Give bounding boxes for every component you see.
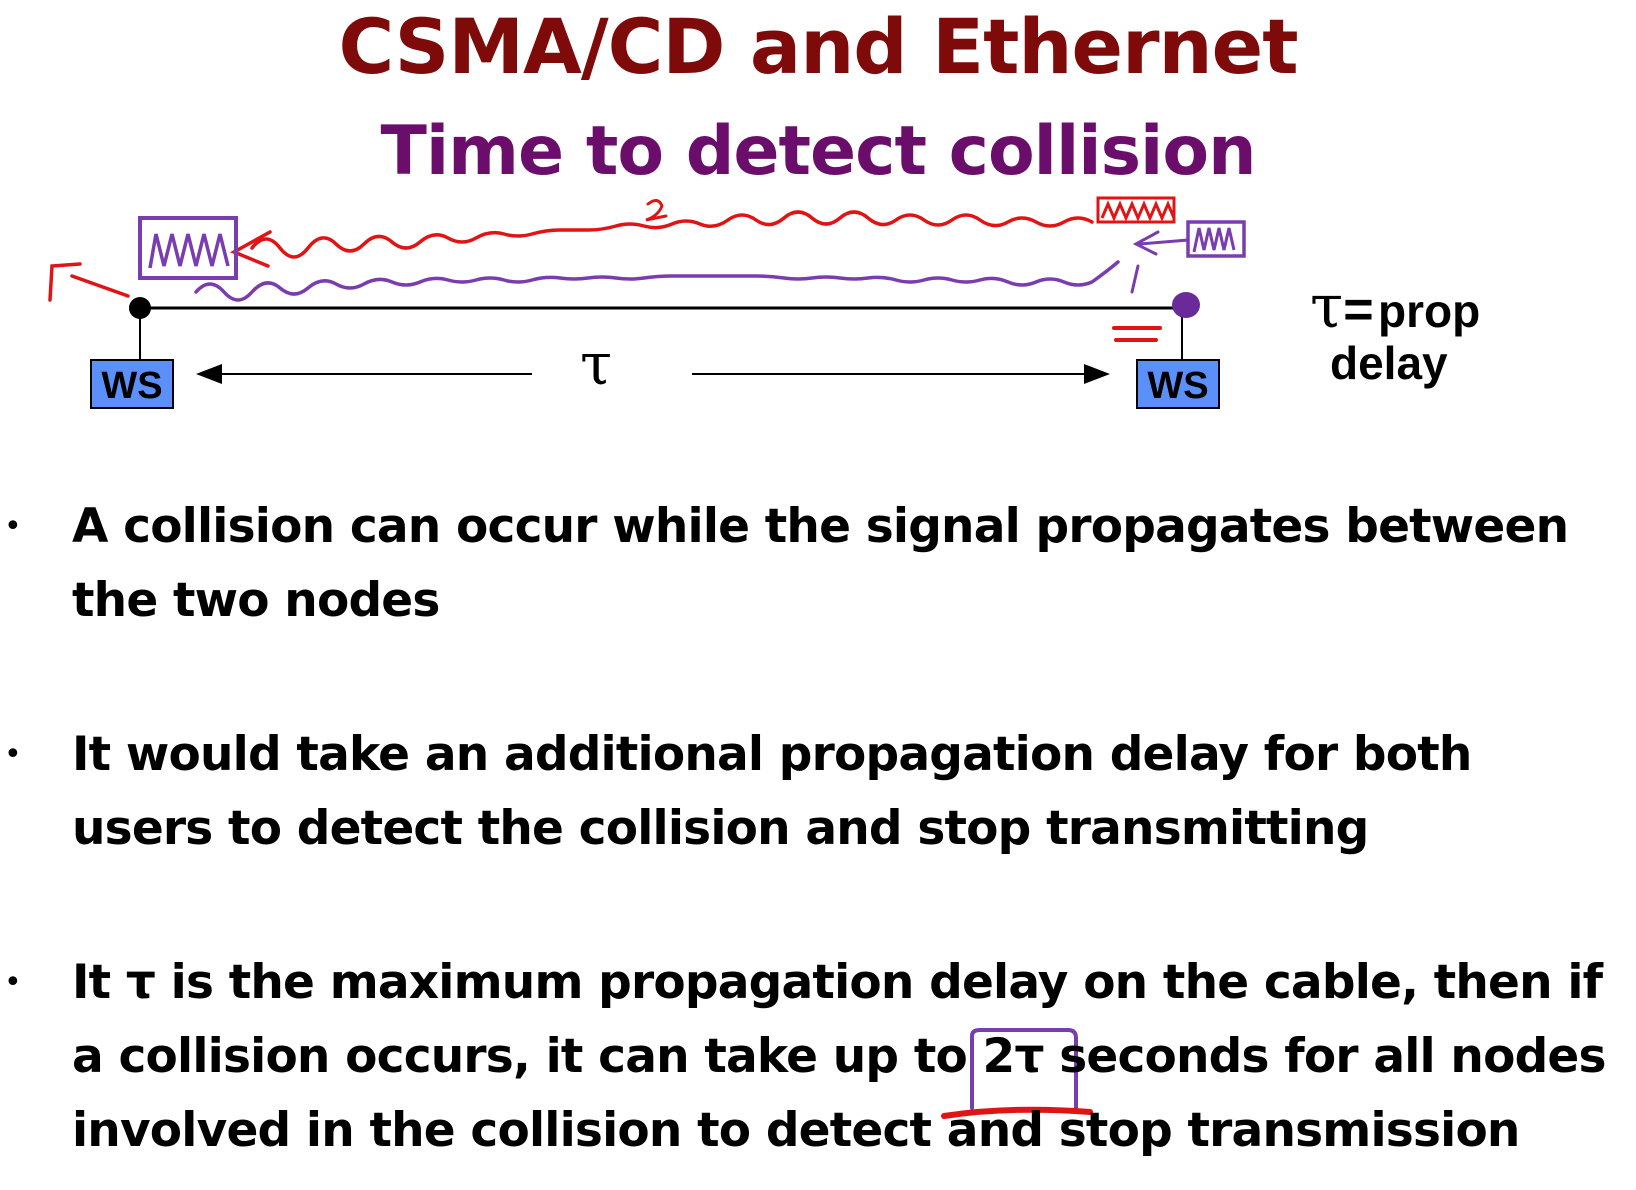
bullet-marker: •: [4, 718, 21, 792]
bullet-line: users to detect the collision and stop t…: [72, 792, 1632, 866]
tau-label: τ: [580, 330, 612, 398]
bullet-line: involved in the collision to detect and …: [72, 1094, 1632, 1168]
right-node-dot: [1172, 292, 1200, 318]
bullet-line: It τ is the maximum propagation delay on…: [72, 946, 1632, 1020]
bullet-line: the two nodes: [72, 564, 1632, 638]
purple-right-zigzag: [1194, 228, 1234, 252]
right-workstation: WS: [1136, 359, 1220, 409]
tau-symbol: τ: [1310, 272, 1343, 342]
purple-left-zigzag: [150, 234, 228, 268]
prop-delay-annotation: τ= prop delay: [1310, 272, 1480, 390]
red-right-underline: [1114, 328, 1160, 340]
purple-signal-wave: [196, 262, 1118, 300]
bullet-line: It would take an additional propagation …: [72, 718, 1632, 792]
purple-right-arrow: [1132, 232, 1188, 292]
red-zigzag: [1102, 204, 1174, 218]
bullet-line: a collision occurs, it can take up to 2τ…: [72, 1020, 1632, 1094]
bullet-line: A collision can occur while the signal p…: [72, 490, 1632, 564]
tau-arrow-left-head: [196, 364, 222, 384]
prop-text: prop: [1378, 285, 1480, 337]
bullet-marker: •: [4, 490, 21, 564]
delay-text: delay: [1310, 336, 1480, 390]
bullet-marker: •: [4, 946, 21, 1020]
equals-sign: =: [1343, 281, 1373, 339]
left-workstation: WS: [90, 359, 174, 409]
red-scribble-2: [646, 200, 666, 220]
tau-arrow-right-head: [1084, 364, 1110, 384]
red-left-mark: [50, 264, 128, 300]
left-node-dot: [129, 297, 151, 319]
red-signal-wave: [252, 212, 1092, 257]
